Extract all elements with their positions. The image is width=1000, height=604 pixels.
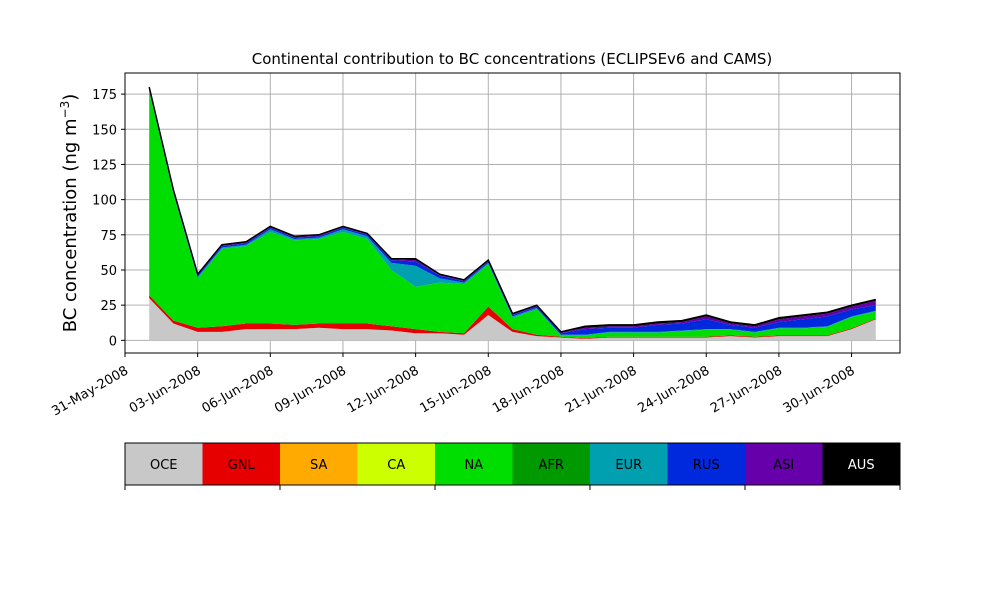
x-tick-label: 12-Jun-2008	[345, 363, 422, 416]
y-tick-label: 100	[92, 194, 117, 209]
legend-label-afr: AFR	[539, 458, 564, 473]
x-tick-label: 03-Jun-2008	[127, 363, 204, 416]
x-tick-label: 30-Jun-2008	[781, 363, 858, 416]
x-tick-label: 18-Jun-2008	[490, 363, 567, 416]
legend-swatch-ca	[357, 443, 435, 485]
legend-swatch-aus	[822, 443, 900, 485]
legend-label-oce: OCE	[150, 458, 178, 473]
area-gnl	[149, 295, 876, 339]
legend-swatch-sa	[280, 443, 358, 485]
legend-swatch-asi	[745, 443, 823, 485]
y-axis-label: BC concentration (ng m−3)	[58, 94, 81, 333]
x-tick-label: 27-Jun-2008	[708, 363, 785, 416]
x-tick-label: 06-Jun-2008	[199, 363, 276, 416]
y-tick-label: 0	[109, 334, 117, 349]
y-axis-label-superscript: −3	[58, 101, 72, 119]
x-tick-label: 24-Jun-2008	[635, 363, 712, 416]
total-outline	[148, 86, 876, 333]
legend-label-sa: SA	[310, 458, 327, 473]
legend-label-rus: RUS	[693, 458, 720, 473]
y-tick-label: 25	[100, 299, 117, 314]
legend-label-asi: ASI	[773, 458, 794, 473]
x-tick-label: 21-Jun-2008	[563, 363, 640, 416]
plot-frame	[124, 72, 901, 354]
legend-frame	[124, 442, 901, 486]
x-tick-label: 31-May-2008	[49, 363, 131, 419]
y-tick-label: 50	[100, 264, 117, 279]
legend-swatch-eur	[590, 443, 668, 485]
y-axis-label-close: )	[60, 94, 81, 101]
legend-label-na: NA	[464, 458, 483, 473]
y-tick-label: 75	[100, 229, 117, 244]
x-tick-label: 15-Jun-2008	[417, 363, 494, 416]
area-oce	[149, 298, 876, 341]
legend-label-ca: CA	[387, 458, 405, 473]
stacked-areas	[149, 87, 876, 341]
legend-swatch-afr	[512, 443, 590, 485]
grid-lines	[124, 73, 900, 353]
y-tick-label: 175	[92, 88, 117, 103]
legend-swatch-gnl	[202, 443, 280, 485]
legend-swatch-na	[435, 443, 513, 485]
y-tick-label: 125	[92, 158, 117, 173]
total-line	[148, 86, 876, 333]
x-tick-label: 09-Jun-2008	[272, 363, 349, 416]
y-tick-label: 150	[92, 123, 117, 138]
legend-swatch-rus	[667, 443, 745, 485]
y-axis-label-main: BC concentration (ng m	[60, 118, 81, 332]
area-na	[149, 91, 876, 339]
legend-label-aus: AUS	[848, 458, 875, 473]
legend-label-gnl: GNL	[228, 458, 256, 473]
chart-title: Continental contribution to BC concentra…	[252, 50, 773, 68]
legend-swatch-oce	[125, 443, 203, 485]
x-axis-ticks: 31-May-200803-Jun-200806-Jun-200809-Jun-…	[49, 353, 858, 419]
y-axis-ticks: 0 25 50 75 100 125 150 175	[92, 88, 125, 349]
legend-label-eur: EUR	[615, 458, 642, 473]
legend-colorbar: OCE GNL SA CA NA AFR EUR RUS ASI AUS	[124, 442, 901, 490]
